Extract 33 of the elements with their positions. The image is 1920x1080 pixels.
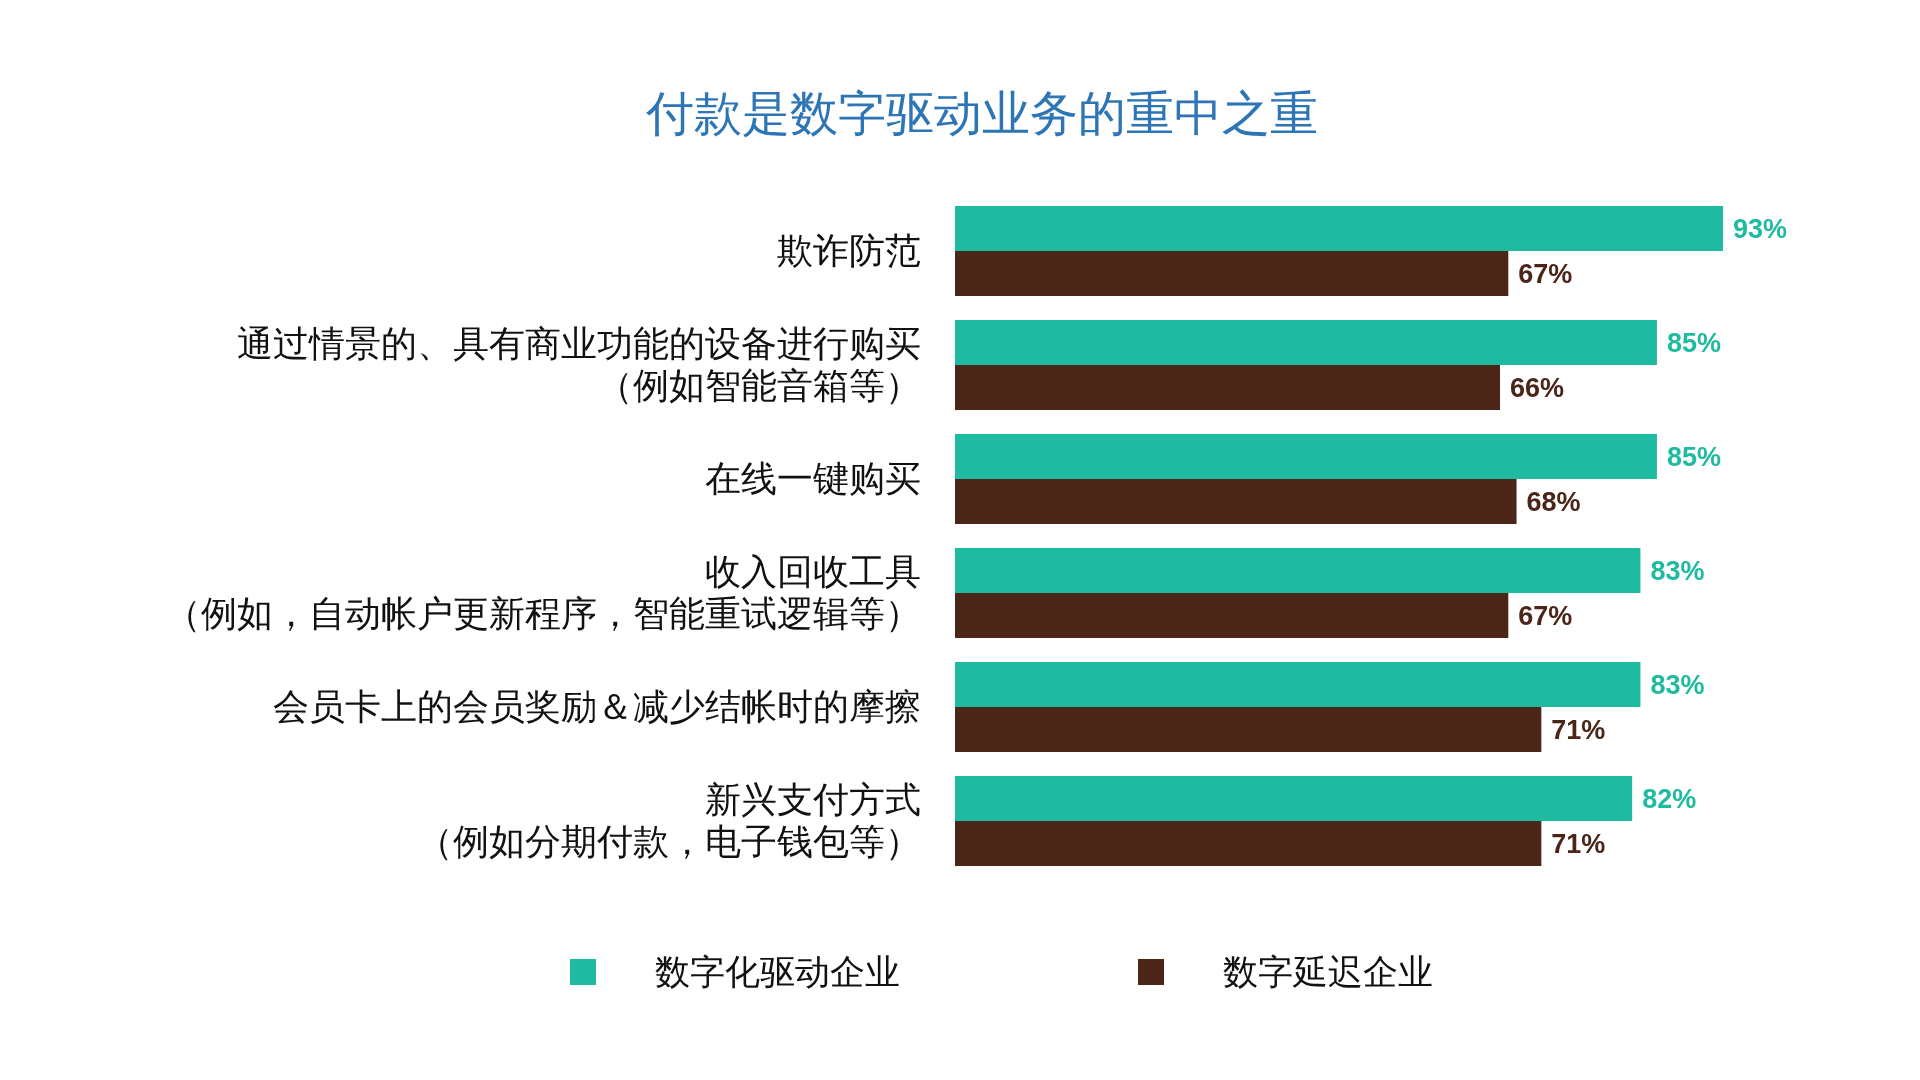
data-label: 83% xyxy=(1650,555,1705,586)
data-label: 93% xyxy=(1733,213,1788,244)
bar xyxy=(955,662,1641,707)
y-tick-label: 在线一键购买 xyxy=(705,458,921,499)
bar xyxy=(955,320,1657,365)
legend-label: 数字化驱动企业 xyxy=(655,952,900,991)
bar xyxy=(955,434,1657,479)
bar xyxy=(955,776,1633,821)
data-label: 85% xyxy=(1666,327,1721,358)
y-tick-label: 会员卡上的会员奖励＆减少结帐时的摩擦 xyxy=(273,686,921,727)
y-tick-label: 收入回收工具（例如，自动帐户更新程序，智能重试逻辑等） xyxy=(165,551,921,634)
data-label: 67% xyxy=(1518,600,1573,631)
bar xyxy=(955,365,1501,410)
y-tick-label: 通过情景的、具有商业功能的设备进行购买（例如智能音箱等） xyxy=(237,323,921,406)
data-label: 85% xyxy=(1666,441,1721,472)
data-label: 66% xyxy=(1510,372,1565,403)
y-tick-label: 欺诈防范 xyxy=(777,230,921,271)
bar xyxy=(955,593,1509,638)
bar xyxy=(955,707,1542,752)
data-label: 67% xyxy=(1518,258,1573,289)
data-label: 83% xyxy=(1650,669,1705,700)
bar xyxy=(955,251,1509,296)
data-label: 68% xyxy=(1526,486,1581,517)
data-label: 82% xyxy=(1642,783,1697,814)
data-label: 71% xyxy=(1551,714,1606,745)
y-tick-label: 新兴支付方式（例如分期付款，电子钱包等） xyxy=(417,779,921,862)
data-label: 71% xyxy=(1551,828,1606,859)
bar xyxy=(955,548,1641,593)
chart-title: 付款是数字驱动业务的重中之重 xyxy=(645,87,1318,140)
bar xyxy=(955,821,1542,866)
bar xyxy=(955,479,1517,524)
legend-label: 数字延迟企业 xyxy=(1223,952,1433,991)
bar xyxy=(955,206,1723,251)
